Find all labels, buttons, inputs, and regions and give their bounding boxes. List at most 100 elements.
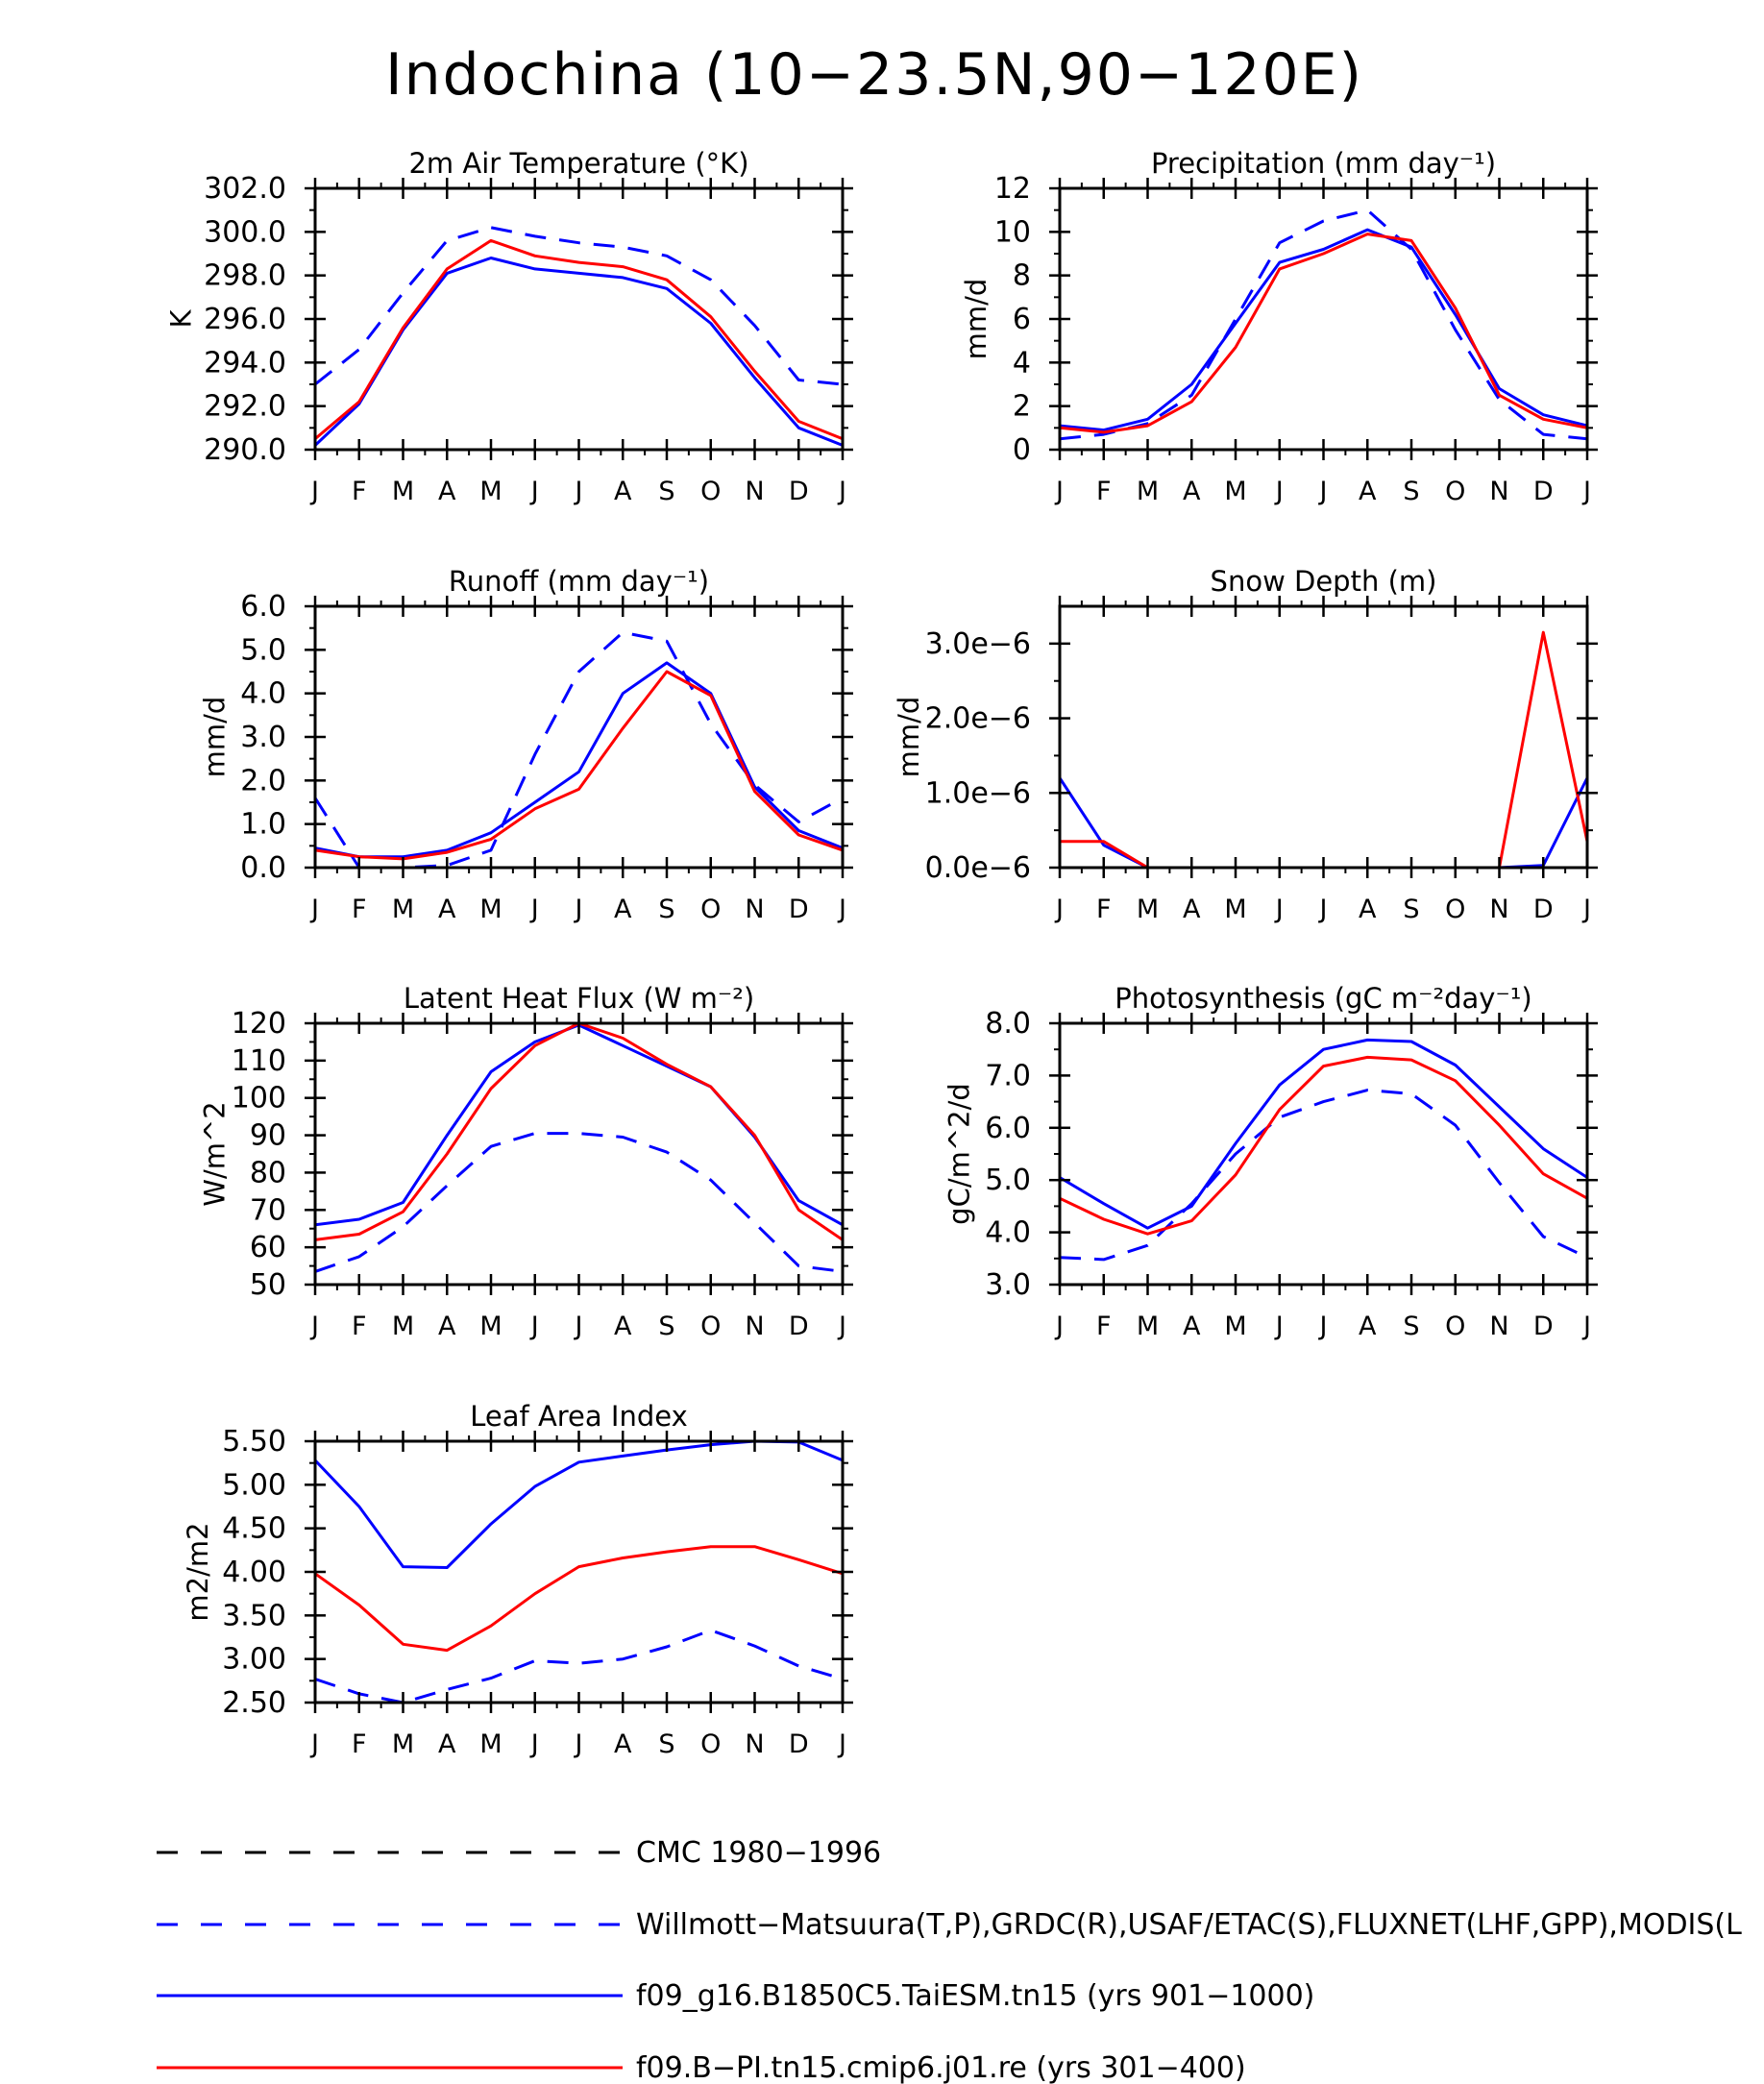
- y-tick-label: 4: [1013, 346, 1031, 380]
- x-tick-label: S: [1403, 477, 1419, 506]
- series-line: [1060, 228, 1587, 432]
- y-tick-label: 6: [1013, 303, 1031, 336]
- x-tick-label: O: [1445, 1312, 1465, 1341]
- series-line: [1060, 1055, 1587, 1236]
- x-tick-label: J: [574, 477, 583, 506]
- y-tick-label: 10: [994, 215, 1031, 249]
- y-axis-label: K: [165, 309, 198, 329]
- x-tick-label: D: [789, 1312, 809, 1341]
- x-tick-label: M: [1137, 1312, 1159, 1341]
- x-tick-label: M: [1137, 477, 1159, 506]
- y-axis-label: mm/d: [893, 697, 925, 778]
- series-group: [1060, 208, 1587, 441]
- x-tick-label: J: [309, 1729, 319, 1759]
- y-tick-label: 0: [1013, 433, 1031, 467]
- y-tick-label: 296.0: [204, 303, 286, 336]
- series-line: [315, 1629, 843, 1704]
- y-tick-label: 3.0: [985, 1268, 1031, 1302]
- y-tick-label: 2: [1013, 390, 1031, 424]
- x-tick-label: S: [658, 895, 674, 924]
- x-tick-label: M: [1224, 477, 1246, 506]
- x-tick-label: D: [1533, 895, 1554, 924]
- x-tick-label: J: [1581, 1312, 1591, 1341]
- x-tick-label: J: [309, 477, 319, 506]
- x-tick-label: J: [529, 477, 539, 506]
- x-tick-label: J: [1274, 1312, 1284, 1341]
- x-tick-label: J: [1054, 1312, 1064, 1341]
- x-tick-label: M: [479, 1729, 502, 1759]
- y-tick-label: 294.0: [204, 346, 286, 380]
- x-tick-label: J: [574, 895, 583, 924]
- x-tick-label: S: [658, 1729, 674, 1759]
- x-tick-label: M: [1224, 1312, 1246, 1341]
- x-tick-label: F: [1096, 477, 1112, 506]
- x-tick-label: M: [392, 477, 414, 506]
- panel-title: Leaf Area Index: [470, 1400, 687, 1433]
- x-tick-label: J: [574, 1312, 583, 1341]
- x-tick-label: J: [1274, 895, 1284, 924]
- x-tick-label: A: [1359, 1312, 1377, 1341]
- x-tick-label: A: [438, 1312, 456, 1341]
- x-tick-label: A: [438, 1729, 456, 1759]
- x-tick-label: J: [1054, 477, 1064, 506]
- y-tick-label: 4.0: [985, 1216, 1031, 1250]
- x-tick-label: S: [1403, 895, 1419, 924]
- x-tick-label: N: [1489, 477, 1508, 506]
- x-tick-label: A: [1183, 477, 1201, 506]
- series-line: [315, 661, 843, 859]
- y-tick-label: 5.0: [985, 1164, 1031, 1197]
- panel-title: Snow Depth (m): [1211, 565, 1437, 598]
- chart-panel: J F M A M J J A S O N D J3.04.05.06.07.08.0Photosynt…: [943, 982, 1598, 1341]
- x-tick-label: D: [789, 477, 809, 506]
- x-tick-label: A: [1183, 1312, 1201, 1341]
- chart-panel: J F M A M J J A S O N D J290.0292.0294.0296.0298.030…: [165, 147, 853, 506]
- x-tick-label: D: [789, 895, 809, 924]
- series-line: [315, 238, 843, 441]
- x-tick-label: O: [1445, 895, 1465, 924]
- y-tick-label: 4.0: [240, 677, 286, 711]
- series-line: [315, 630, 843, 869]
- x-tick-label: F: [1096, 895, 1112, 924]
- x-tick-label: O: [700, 477, 721, 506]
- x-tick-label: A: [1359, 895, 1377, 924]
- y-tick-label: 290.0: [204, 433, 286, 467]
- panel-title: Latent Heat Flux (W m⁻²): [404, 982, 754, 1015]
- panel-title: 2m Air Temperature (°K): [408, 147, 748, 180]
- y-tick-label: 3.00: [222, 1643, 286, 1677]
- x-tick-label: O: [700, 1312, 721, 1341]
- y-tick-label: 4.50: [222, 1512, 286, 1546]
- figure-title: Indochina (10−23.5N,90−120E): [385, 41, 1363, 109]
- x-tick-label: J: [1581, 895, 1591, 924]
- y-tick-label: 110: [232, 1044, 286, 1078]
- x-tick-label: O: [700, 895, 721, 924]
- y-tick-label: 292.0: [204, 390, 286, 424]
- panel-title: Photosynthesis (gC m⁻²day⁻¹): [1115, 982, 1531, 1015]
- y-axis-label: gC/m^2/d: [943, 1083, 976, 1225]
- y-tick-label: 50: [250, 1268, 286, 1302]
- panel-title: Precipitation (mm day⁻¹): [1151, 147, 1496, 180]
- legend-label: Willmott−Matsuura(T,P),GRDC(R),USAF/ETAC…: [636, 1908, 1742, 1942]
- x-tick-label: J: [837, 895, 846, 924]
- x-tick-label: J: [309, 895, 319, 924]
- y-tick-label: 8.0: [985, 1007, 1031, 1041]
- x-tick-label: J: [529, 895, 539, 924]
- y-tick-label: 4.00: [222, 1556, 286, 1589]
- x-tick-label: F: [352, 1729, 367, 1759]
- x-tick-label: A: [1359, 477, 1377, 506]
- y-tick-label: 6.0: [240, 590, 286, 624]
- y-tick-label: 6.0: [985, 1112, 1031, 1145]
- y-tick-label: 90: [250, 1119, 286, 1153]
- y-tick-label: 5.00: [222, 1468, 286, 1502]
- x-tick-label: A: [1183, 895, 1201, 924]
- legend-label: f09.B−PI.tn15.cmip6.j01.re (yrs 301−400): [636, 2051, 1246, 2084]
- x-tick-label: J: [837, 1729, 846, 1759]
- y-tick-label: 8: [1013, 259, 1031, 293]
- x-tick-label: F: [352, 895, 367, 924]
- x-tick-label: O: [700, 1729, 721, 1759]
- x-tick-label: N: [1489, 1312, 1508, 1341]
- x-tick-label: J: [837, 477, 846, 506]
- y-tick-label: 3.50: [222, 1599, 286, 1632]
- chart-panel: J F M A M J J A S O N D J0.0e−61.0e−62.0e−63.0e−6Sno…: [893, 565, 1598, 924]
